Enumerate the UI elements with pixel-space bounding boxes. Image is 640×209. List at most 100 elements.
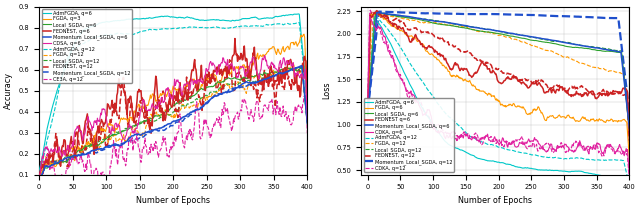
Momentum_Local_SGDA, q=6 xyxy=(132,133,140,136)
FEDNEST, q=12 xyxy=(226,59,234,61)
CDKA, q=12 xyxy=(556,144,564,147)
Local_SGDA, q=6 xyxy=(283,66,291,69)
FGDA, q=6 xyxy=(496,101,504,104)
Momentum_Local_SGDA, q=6 xyxy=(364,112,372,115)
Local_SGDA, q=6 xyxy=(496,33,504,35)
Momentum_Local_SGDA, q=6 xyxy=(232,87,239,90)
FGDA, q=3 xyxy=(182,84,190,87)
Local_SGDA, q=6 xyxy=(232,77,239,79)
FGDA, q=3 xyxy=(232,67,239,69)
FGDA, q=12 xyxy=(170,116,178,119)
Line: FGDA, q=6: FGDA, q=6 xyxy=(368,13,630,160)
CDKA, q=6 xyxy=(399,78,406,80)
FGDA, q=6 xyxy=(556,115,564,117)
CE3A, q=12 xyxy=(232,113,240,115)
AdmFGDA, q=12 xyxy=(626,184,634,187)
Momentum_Local_SGDA, q=12 xyxy=(531,14,539,17)
FEDNEST q=6 xyxy=(364,114,372,116)
Line: FEDNEST, q=12: FEDNEST, q=12 xyxy=(368,12,630,143)
AdmFGDA, q=6 xyxy=(206,19,214,21)
AdmFGDA, q=6 xyxy=(496,162,504,164)
CDSA, q=6 xyxy=(232,71,239,74)
FEDNEST, q=12 xyxy=(459,50,467,53)
AdmFGDA, q=12 xyxy=(371,14,378,17)
CE3A, q=12 xyxy=(171,136,179,139)
Momentum_Local_SGDA, q=12 xyxy=(375,10,383,13)
Local_SGDA, q=12 xyxy=(508,33,516,35)
CDSA, q=6 xyxy=(132,127,140,130)
Local_SGDA, q=12 xyxy=(35,182,43,185)
CDKA, q=12 xyxy=(367,9,374,11)
CDKA, q=12 xyxy=(399,79,406,82)
CE3A, q=12 xyxy=(183,134,191,136)
AdmFGDA, q=6 xyxy=(170,16,178,18)
Local_SGDA, q=6 xyxy=(556,44,564,46)
FEDNEST, q=6 xyxy=(206,82,214,85)
Line: AdmFGDA, q=12: AdmFGDA, q=12 xyxy=(368,15,630,185)
Momentum_Local_SGDA, q=6 xyxy=(399,15,406,17)
FGDA, q=6 xyxy=(399,30,406,32)
Momentum_Local_SGDA, q=12 xyxy=(459,13,467,15)
FEDNEST q=6 xyxy=(556,85,564,88)
Momentum_Local_SGDA, q=6 xyxy=(182,115,190,118)
FGDA, q=12 xyxy=(182,106,190,108)
FEDNEST q=6 xyxy=(626,139,634,141)
FGDA, q=12 xyxy=(556,54,564,57)
Momentum_Local_SGDA, q=12 xyxy=(556,15,564,17)
CDSA, q=6 xyxy=(70,136,78,139)
AdmFGDA, q=6 xyxy=(182,16,190,19)
FGDA, q=6 xyxy=(626,159,634,162)
FEDNEST, q=12 xyxy=(170,95,178,98)
FGDA, q=3 xyxy=(206,74,214,77)
Line: CDSA, q=6: CDSA, q=6 xyxy=(39,55,307,180)
FEDNEST q=6 xyxy=(508,78,516,80)
Momentum_Local_SGDA, q=12 xyxy=(298,65,306,68)
FGDA, q=12 xyxy=(364,112,372,115)
AdmFGDA, q=12 xyxy=(496,146,504,149)
AdmFGDA, q=12 xyxy=(132,32,140,35)
CDKA, q=12 xyxy=(459,132,467,135)
FGDA, q=3 xyxy=(170,88,178,91)
Line: CDKA, q=12: CDKA, q=12 xyxy=(368,10,630,182)
FEDNEST, q=12 xyxy=(399,22,406,24)
FGDA, q=6 xyxy=(459,78,467,81)
Local_SGDA, q=12 xyxy=(459,24,467,27)
FGDA, q=3 xyxy=(132,110,140,113)
Line: Momentum_Local_SGDA, q=12: Momentum_Local_SGDA, q=12 xyxy=(39,67,307,181)
CDKA, q=6 xyxy=(626,177,634,180)
AdmFGDA, q=6 xyxy=(371,16,378,19)
Local_SGDA, q=12 xyxy=(132,125,140,127)
Momentum_Local_SGDA, q=6 xyxy=(508,32,516,35)
AdmFGDA, q=12 xyxy=(170,27,178,30)
FEDNEST q=6 xyxy=(399,27,406,29)
FEDNEST q=6 xyxy=(373,9,381,12)
Momentum_Local_SGDA, q=6 xyxy=(170,120,178,122)
FGDA, q=12 xyxy=(496,34,504,36)
FGDA, q=12 xyxy=(303,116,311,119)
AdmFGDA, q=12 xyxy=(35,173,43,175)
Y-axis label: Loss: Loss xyxy=(322,82,331,99)
CE3A, q=12 xyxy=(207,132,214,135)
Line: FGDA, q=3: FGDA, q=3 xyxy=(39,34,307,182)
FEDNEST, q=6 xyxy=(182,89,190,91)
Line: CDKA, q=6: CDKA, q=6 xyxy=(368,17,630,178)
FEDNEST, q=12 xyxy=(132,124,140,126)
Momentum_Local_SGDA, q=12 xyxy=(35,180,43,182)
FGDA, q=12 xyxy=(508,38,516,40)
Line: FGDA, q=12: FGDA, q=12 xyxy=(39,63,307,182)
Momentum_Local_SGDA, q=12 xyxy=(399,11,406,14)
FGDA, q=12 xyxy=(626,135,634,138)
FEDNEST, q=12 xyxy=(232,73,240,75)
CE3A, q=12 xyxy=(303,132,311,134)
FEDNEST, q=6 xyxy=(303,102,311,105)
FEDNEST, q=12 xyxy=(206,79,214,81)
CDSA, q=6 xyxy=(206,61,214,64)
Y-axis label: Accuracy: Accuracy xyxy=(4,72,13,109)
Local_SGDA, q=6 xyxy=(626,130,634,133)
FGDA, q=12 xyxy=(232,82,239,85)
FEDNEST, q=12 xyxy=(70,147,78,149)
FGDA, q=12 xyxy=(459,25,467,28)
Local_SGDA, q=12 xyxy=(626,129,634,131)
AdmFGDA, q=6 xyxy=(531,168,539,170)
FEDNEST, q=12 xyxy=(556,84,564,87)
